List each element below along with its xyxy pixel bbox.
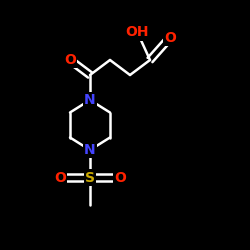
Text: O: O [54,170,66,184]
Text: O: O [164,30,176,44]
Text: N: N [84,93,96,107]
Text: O: O [64,53,76,67]
Text: OH: OH [126,26,149,40]
Text: N: N [84,143,96,157]
Text: O: O [114,170,126,184]
Text: S: S [85,170,95,184]
